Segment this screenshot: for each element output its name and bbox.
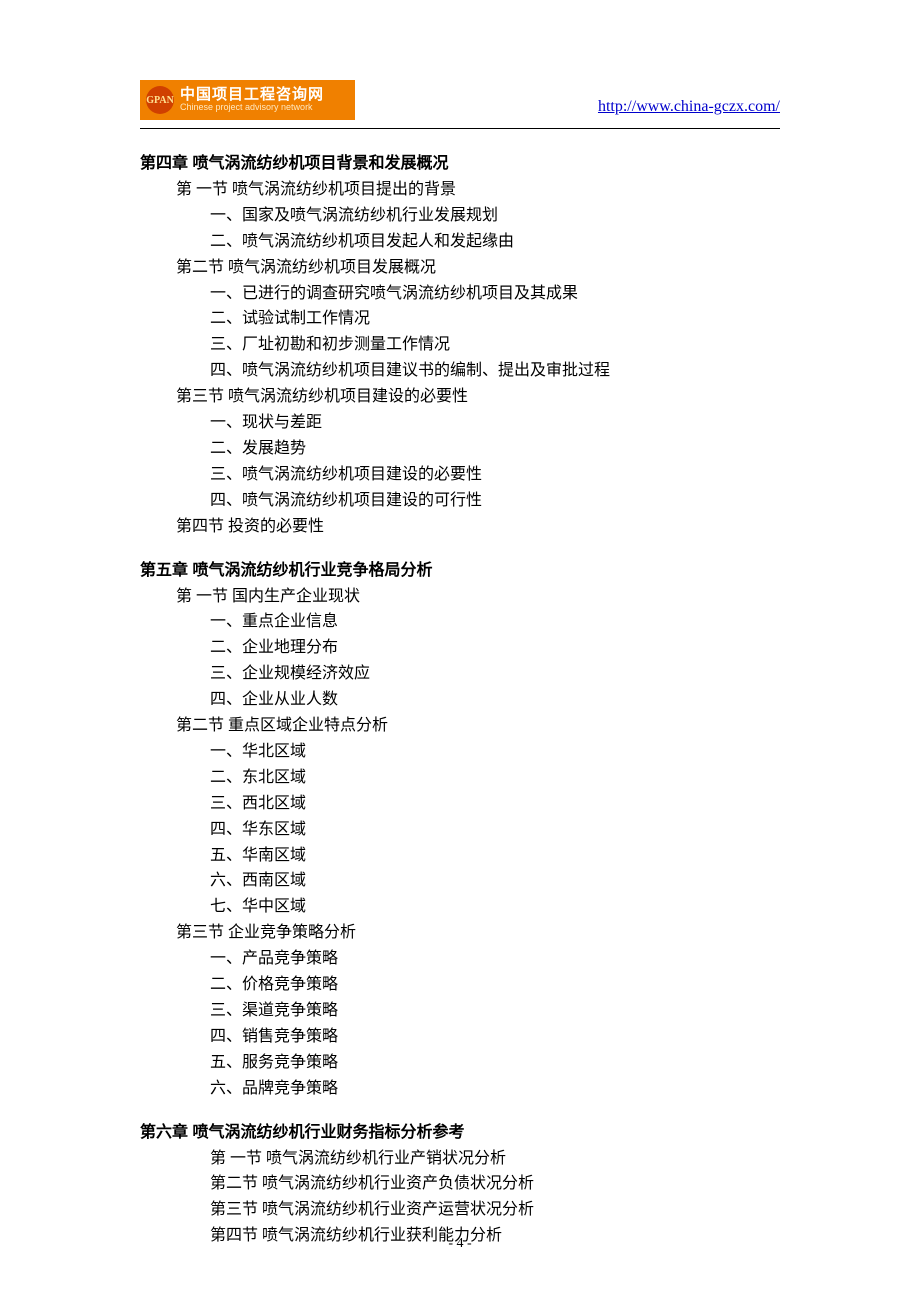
toc-item: 五、华南区域 bbox=[140, 843, 780, 869]
toc-item: 一、国家及喷气涡流纺纱机行业发展规划 bbox=[140, 203, 780, 229]
logo-icon: GPAN bbox=[146, 86, 174, 114]
toc-content: 第四章 喷气涡流纺纱机项目背景和发展概况 第 一节 喷气涡流纺纱机项目提出的背景… bbox=[140, 151, 780, 1249]
ch6-section-1: 第 一节 喷气涡流纺纱机行业产销状况分析 bbox=[140, 1146, 780, 1172]
ch4-section-2: 第二节 喷气涡流纺纱机项目发展概况 bbox=[140, 255, 780, 281]
page-header: GPAN 中国项目工程咨询网 Chinese project advisory … bbox=[140, 80, 780, 120]
toc-item: 一、华北区域 bbox=[140, 739, 780, 765]
site-logo: GPAN 中国项目工程咨询网 Chinese project advisory … bbox=[140, 80, 355, 120]
chapter-4-title: 第四章 喷气涡流纺纱机项目背景和发展概况 bbox=[140, 151, 780, 177]
ch4-section-1: 第 一节 喷气涡流纺纱机项目提出的背景 bbox=[140, 177, 780, 203]
page-number: - 4 - bbox=[0, 1236, 920, 1252]
toc-item: 一、重点企业信息 bbox=[140, 609, 780, 635]
toc-item: 七、华中区域 bbox=[140, 894, 780, 920]
toc-item: 六、品牌竞争策略 bbox=[140, 1076, 780, 1102]
toc-item: 三、企业规模经济效应 bbox=[140, 661, 780, 687]
document-page: GPAN 中国项目工程咨询网 Chinese project advisory … bbox=[0, 0, 920, 1299]
toc-item: 四、销售竞争策略 bbox=[140, 1024, 780, 1050]
toc-item: 二、企业地理分布 bbox=[140, 635, 780, 661]
ch5-section-1: 第 一节 国内生产企业现状 bbox=[140, 584, 780, 610]
toc-item: 二、价格竞争策略 bbox=[140, 972, 780, 998]
toc-item: 一、已进行的调查研究喷气涡流纺纱机项目及其成果 bbox=[140, 281, 780, 307]
toc-item: 三、渠道竞争策略 bbox=[140, 998, 780, 1024]
toc-item: 四、喷气涡流纺纱机项目建设的可行性 bbox=[140, 488, 780, 514]
ch4-section-3: 第三节 喷气涡流纺纱机项目建设的必要性 bbox=[140, 384, 780, 410]
toc-item: 三、厂址初勘和初步测量工作情况 bbox=[140, 332, 780, 358]
logo-english: Chinese project advisory network bbox=[180, 103, 324, 113]
toc-item: 二、喷气涡流纺纱机项目发起人和发起缘由 bbox=[140, 229, 780, 255]
chapter-6-title: 第六章 喷气涡流纺纱机行业财务指标分析参考 bbox=[140, 1120, 780, 1146]
toc-item: 三、喷气涡流纺纱机项目建设的必要性 bbox=[140, 462, 780, 488]
header-divider bbox=[140, 128, 780, 129]
toc-item: 三、西北区域 bbox=[140, 791, 780, 817]
site-url-link[interactable]: http://www.china-gczx.com/ bbox=[598, 98, 780, 116]
logo-text-block: 中国项目工程咨询网 Chinese project advisory netwo… bbox=[180, 87, 324, 113]
ch6-section-3: 第三节 喷气涡流纺纱机行业资产运营状况分析 bbox=[140, 1197, 780, 1223]
toc-item: 一、现状与差距 bbox=[140, 410, 780, 436]
ch5-section-2: 第二节 重点区域企业特点分析 bbox=[140, 713, 780, 739]
toc-item: 一、产品竞争策略 bbox=[140, 946, 780, 972]
chapter-5-title: 第五章 喷气涡流纺纱机行业竞争格局分析 bbox=[140, 558, 780, 584]
toc-item: 二、发展趋势 bbox=[140, 436, 780, 462]
toc-item: 四、华东区域 bbox=[140, 817, 780, 843]
toc-item: 四、企业从业人数 bbox=[140, 687, 780, 713]
toc-item: 二、试验试制工作情况 bbox=[140, 306, 780, 332]
ch6-section-2: 第二节 喷气涡流纺纱机行业资产负债状况分析 bbox=[140, 1171, 780, 1197]
ch4-section-4: 第四节 投资的必要性 bbox=[140, 514, 780, 540]
logo-chinese: 中国项目工程咨询网 bbox=[180, 87, 324, 104]
ch5-section-3: 第三节 企业竞争策略分析 bbox=[140, 920, 780, 946]
toc-item: 五、服务竞争策略 bbox=[140, 1050, 780, 1076]
toc-item: 四、喷气涡流纺纱机项目建议书的编制、提出及审批过程 bbox=[140, 358, 780, 384]
toc-item: 六、西南区域 bbox=[140, 868, 780, 894]
toc-item: 二、东北区域 bbox=[140, 765, 780, 791]
